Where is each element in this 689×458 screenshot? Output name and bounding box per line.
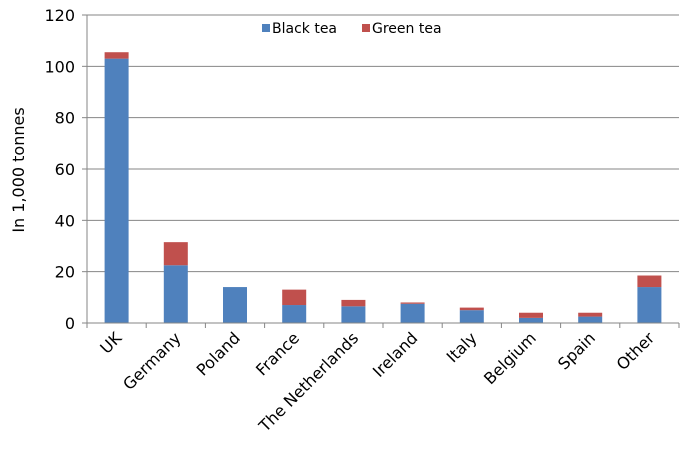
x-tick-label: Other	[613, 328, 659, 374]
legend-label: Green tea	[372, 21, 442, 37]
bar-black-tea	[163, 265, 188, 323]
bar-green-tea	[400, 302, 425, 304]
bars	[104, 52, 662, 324]
x-tick-label: Poland	[193, 328, 244, 379]
bar-black-tea	[459, 310, 484, 323]
bar-green-tea	[578, 312, 603, 317]
legend-swatch	[262, 24, 270, 32]
bar-green-tea	[341, 299, 366, 307]
bar-black-tea	[104, 58, 129, 324]
bar-green-tea	[104, 52, 129, 59]
bar-green-tea	[459, 307, 484, 311]
legend-label: Black tea	[272, 21, 337, 37]
bar-black-tea	[637, 287, 662, 323]
y-axis-title: In 1,000 tonnes	[9, 107, 28, 232]
bar-black-tea	[223, 287, 247, 323]
y-tick-label: 60	[55, 160, 75, 179]
y-tick-label: 0	[65, 314, 75, 333]
y-tick-label: 100	[44, 57, 75, 76]
axes	[86, 15, 680, 328]
x-tick-label: UK	[96, 328, 125, 357]
bar-black-tea	[341, 306, 366, 323]
y-tick-label: 120	[44, 6, 75, 25]
x-tick-label: Ireland	[369, 328, 422, 381]
bar-green-tea	[282, 289, 307, 306]
x-tick-label: France	[252, 328, 303, 379]
legend-swatch	[362, 24, 370, 32]
y-tick-label: 20	[55, 263, 75, 282]
x-tick-label: Belgium	[480, 328, 540, 388]
legend: Black tea Green tea	[262, 21, 442, 37]
bar-black-tea	[282, 305, 307, 323]
x-tick-label: Italy	[443, 328, 481, 366]
x-tick-label: Germany	[119, 328, 184, 393]
bar-black-tea	[578, 316, 603, 323]
y-tick-label: 80	[55, 109, 75, 128]
x-tick-label: Spain	[554, 328, 599, 373]
bar-green-tea	[637, 275, 662, 288]
x-tick-label: The Netherlands	[254, 328, 362, 436]
bar-black-tea	[519, 317, 543, 323]
y-axis-ticks: 0 20 40 60 80 100 120	[44, 6, 87, 333]
bar-green-tea	[163, 242, 188, 266]
y-tick-label: 40	[55, 211, 75, 230]
bar-green-tea	[519, 312, 543, 318]
bar-black-tea	[400, 303, 425, 323]
